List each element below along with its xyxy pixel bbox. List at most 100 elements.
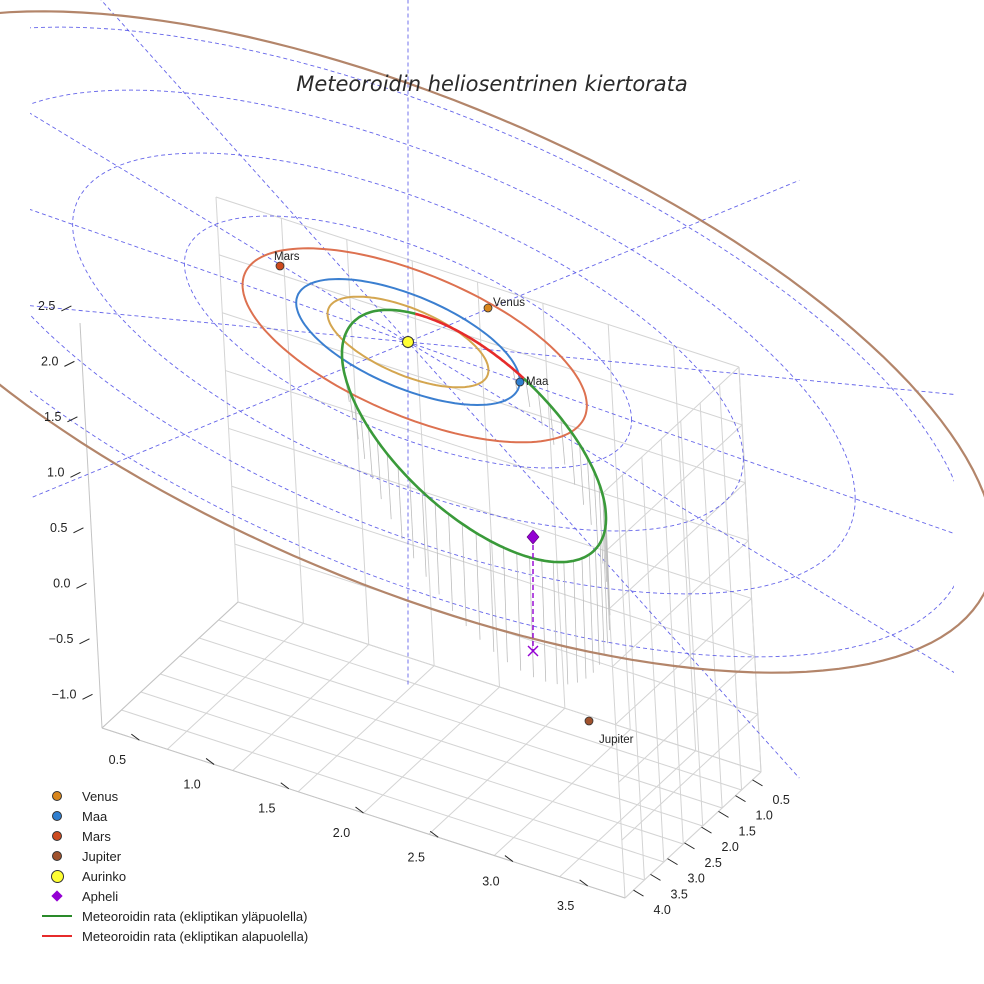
- ecliptic-spoke: [412, 344, 954, 673]
- x-tick-label: 1.0: [183, 777, 200, 791]
- legend-marker: [52, 851, 62, 861]
- y-tick-mark: [701, 826, 712, 834]
- y-tick-mark: [718, 810, 729, 818]
- back-wall-grid-line: [602, 366, 740, 494]
- drop-line: [360, 414, 366, 459]
- legend-marker: [50, 869, 64, 883]
- y-tick-mark: [684, 842, 695, 850]
- legend-item: Maa: [40, 806, 308, 826]
- x-tick-label: 2.0: [333, 826, 350, 840]
- back-wall-grid-line: [624, 771, 762, 899]
- back-wall-grid-line: [612, 540, 749, 667]
- drop-line: [605, 516, 611, 616]
- floor-grid-line: [559, 750, 696, 878]
- side-wall-grid-line: [215, 196, 239, 603]
- ecliptic-spoke: [410, 344, 800, 779]
- planet-label-mars: Mars: [274, 251, 300, 263]
- legend-label: Venus: [82, 788, 119, 804]
- drop-line: [525, 380, 531, 408]
- y-tick-label: 2.5: [705, 856, 722, 870]
- drop-line: [560, 418, 566, 465]
- meteoroid-orbit-below: [414, 312, 525, 380]
- x-tick-mark: [280, 782, 290, 790]
- side-wall-grid-line: [346, 239, 370, 645]
- z-tick-label: 0.5: [50, 521, 67, 535]
- z-tick-label: −1.0: [52, 687, 77, 701]
- legend-swatch: [40, 846, 74, 866]
- floor-grid-line: [493, 729, 631, 856]
- chart-title: Meteoroidin heliosentrinen kiertorata: [296, 72, 688, 96]
- y-tick-label: 1.0: [756, 809, 773, 823]
- x-tick-mark: [504, 855, 514, 862]
- legend-item: Jupiter: [40, 846, 308, 866]
- x-tick-label: 1.5: [258, 802, 275, 816]
- y-tick-label: 0.5: [773, 793, 790, 807]
- legend-item: Venus: [40, 786, 308, 806]
- drop-line: [421, 491, 427, 577]
- y-tick-mark: [650, 873, 661, 881]
- back-wall-grid-line: [680, 420, 704, 827]
- ecliptic-spoke: [30, 305, 404, 342]
- drop-line: [368, 427, 373, 479]
- orbits: [0, 10, 984, 674]
- legend-item: Meteoroidin rata (ekliptikan yläpuolella…: [40, 906, 308, 926]
- meteoroid-orbit-above: [340, 308, 608, 564]
- ecliptic-grid: [30, 0, 954, 779]
- drop-line: [602, 494, 608, 582]
- legend-swatch: [40, 906, 74, 926]
- x-tick-mark: [429, 830, 439, 838]
- legend-item: Meteoroidin rata (ekliptikan alapuolella…: [40, 926, 308, 946]
- side-wall-grid-line: [607, 324, 631, 730]
- legend-swatch: [40, 806, 74, 826]
- drop-line: [461, 523, 467, 627]
- aphelion-projection-x: [527, 645, 539, 657]
- z-tick-mark: [70, 471, 81, 478]
- side-wall-grid-line: [738, 366, 762, 773]
- drop-line: [593, 470, 599, 545]
- z-tick-label: 2.5: [38, 299, 55, 313]
- drop-line: [605, 526, 610, 631]
- drop-line: [552, 561, 558, 685]
- drop-line: [563, 562, 569, 685]
- back-wall-grid-line: [641, 456, 665, 863]
- drop-line: [537, 392, 543, 426]
- legend-marker: [52, 831, 62, 841]
- drop-line: [595, 549, 600, 665]
- back-wall-grid-line: [621, 474, 645, 881]
- axis-ticks: 0.51.01.52.02.53.03.50.51.01.52.02.53.03…: [38, 299, 790, 917]
- side-wall-grid-line: [218, 254, 743, 426]
- z-tick-mark: [61, 305, 72, 312]
- legend-label: Aurinko: [82, 868, 127, 884]
- ecliptic-spoke: [410, 179, 800, 342]
- planet-label-maa: Maa: [526, 376, 549, 388]
- side-wall-grid-line: [280, 218, 304, 624]
- legend-marker: [42, 915, 72, 917]
- drop-line: [475, 532, 481, 640]
- z-tick-mark: [79, 638, 90, 645]
- ecliptic-spoke: [30, 112, 404, 340]
- drop-line: [448, 513, 453, 611]
- drop-line: [603, 535, 608, 644]
- drop-line: [529, 557, 534, 678]
- planet-mars: [275, 261, 285, 271]
- z-tick-label: 1.5: [44, 410, 61, 424]
- x-tick-label: 3.0: [482, 875, 499, 889]
- drop-line: [503, 547, 508, 663]
- drop-line: [386, 453, 392, 520]
- legend-label: Mars: [82, 828, 111, 844]
- markers: Venus Maa Mars Jupiter: [274, 251, 634, 746]
- legend-swatch: [40, 926, 74, 946]
- legend-label: Jupiter: [82, 848, 122, 864]
- drop-line: [409, 479, 415, 559]
- ecliptic-spoke: [412, 342, 954, 395]
- drop-line: [570, 431, 576, 485]
- y-tick-mark: [735, 795, 746, 803]
- floor-grid-line: [363, 686, 500, 814]
- ecliptic-spoke: [413, 343, 954, 534]
- legend-label: Meteoroidin rata (ekliptikan yläpuolella…: [82, 908, 308, 924]
- ecliptic-spoke: [30, 342, 406, 499]
- planet-maa: [515, 377, 525, 387]
- y-tick-label: 1.5: [739, 824, 756, 838]
- x-tick-label: 2.5: [408, 850, 425, 864]
- legend: Venus Maa Mars Jupiter Aurinko Apheli Meteoroi…: [40, 786, 308, 946]
